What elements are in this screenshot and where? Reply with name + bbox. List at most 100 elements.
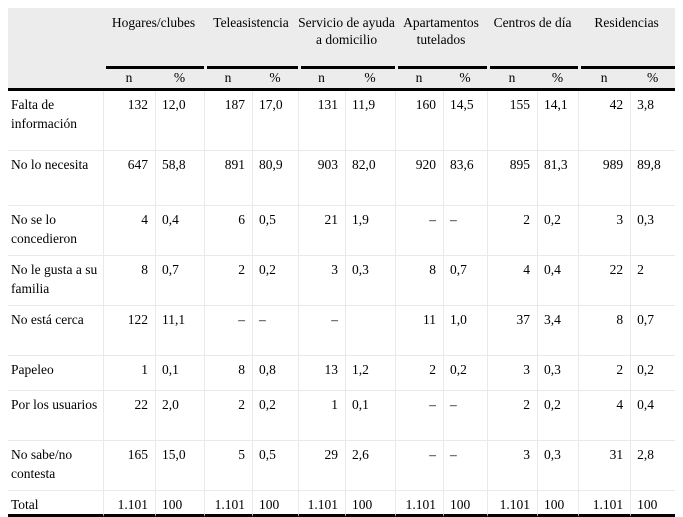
group-header-row: Hogares/clubes Teleasistencia Servicio d… (8, 8, 676, 66)
cell-n: 4 (103, 205, 155, 255)
cell-pct: 11,1 (155, 305, 205, 355)
cell-n: 160 (395, 91, 443, 150)
cell-pct: 100 (537, 490, 579, 517)
cell-pct: 0,2 (252, 390, 299, 440)
cell-n: 5 (204, 440, 253, 490)
group-header-servicio-ayuda-domicilio: Servicio de ayuda a domicilio (298, 8, 396, 66)
cell-n: 31 (578, 440, 631, 490)
cell-pct: 15,0 (155, 440, 205, 490)
cell-pct: 14,1 (537, 91, 578, 150)
cell-pct: 100 (252, 490, 299, 517)
cell-n: 187 (204, 91, 252, 150)
table-row: Por los usuarios 22 2,0 2 0,2 1 0,1– –2 0,2 4 0,4 (8, 390, 676, 440)
group-header-residencias: Residencias (578, 8, 676, 66)
group-header-hogares-clubes: Hogares/clubes (103, 8, 205, 66)
cell-pct: – (443, 205, 488, 255)
table-row: Falta de información 132 12,0 187 17,0 131 11,… (8, 91, 675, 150)
cell-pct: 0,5 (252, 205, 299, 255)
cell-pct: 2 (630, 255, 676, 305)
statistics-table-container: Hogares/clubes Teleasistencia Servicio d… (8, 8, 676, 517)
cell-pct: 0,7 (443, 255, 488, 305)
cell-n: 6 (204, 205, 253, 255)
row-label: Por los usuarios (8, 390, 103, 440)
cell-n: 1.101 (204, 490, 253, 517)
cell-pct: 83,6 (443, 150, 488, 205)
cell-pct: 100 (345, 490, 396, 517)
cell-n: 2 (204, 255, 253, 305)
cell-n: 2 (487, 390, 538, 440)
table-row: No se lo concedieron 4 0,4 6 0,5 21 1,9– –2 0,2 3… (8, 205, 676, 255)
cell-pct: – (443, 440, 488, 490)
cell-pct: 81,3 (537, 150, 579, 205)
cell-pct: 100 (443, 490, 488, 517)
cell-pct: 0,7 (630, 305, 676, 355)
cell-pct: 82,0 (345, 150, 396, 205)
table-row: Papeleo 1 0,1 8 0,8 13 1,2 2 0,2 3 0,3 2 0,2 (8, 355, 676, 390)
cell-n: 2 (395, 355, 444, 390)
table-row: No está cerca 122 11,1– – –11 1,0 37 3,4 8 0,7 (8, 305, 676, 355)
cell-pct: 0,2 (537, 205, 579, 255)
cell-n: 8 (204, 355, 253, 390)
subheader-n: n (487, 66, 538, 91)
cell-n: 903 (298, 150, 346, 205)
cell-n: 8 (578, 305, 631, 355)
cell-n: 1.101 (298, 490, 346, 517)
subheader-pct: % (537, 66, 579, 91)
cell-n: 1 (103, 355, 155, 390)
cell-pct: 80,9 (252, 150, 299, 205)
subheader-pct: % (252, 66, 299, 91)
subheader-pct: % (630, 66, 676, 91)
table-row: No sabe/no contesta 165 15,0 5 0,5 29 2,6– –3 0,… (8, 440, 676, 490)
cell-pct: – (443, 390, 488, 440)
cell-pct: 0,1 (155, 355, 205, 390)
subheader-pct: % (155, 66, 205, 91)
cell-n: 11 (395, 305, 444, 355)
subheader-pct: % (345, 66, 396, 91)
cell-n: 895 (487, 150, 538, 205)
cell-n: 122 (103, 305, 155, 355)
cell-n: 1.101 (103, 490, 155, 517)
cell-n: 8 (103, 255, 155, 305)
cell-n: 13 (298, 355, 346, 390)
cell-pct (345, 305, 396, 355)
cell-n: 891 (204, 150, 253, 205)
cell-n: 21 (298, 205, 346, 255)
row-label: Papeleo (8, 355, 103, 390)
cell-pct: 2,6 (345, 440, 396, 490)
subheader-row: n % n % n % n % n % n % (8, 66, 676, 91)
cell-pct: 1,0 (443, 305, 488, 355)
cell-pct: 14,5 (443, 91, 487, 150)
cell-n: 4 (487, 255, 538, 305)
cell-n: 165 (103, 440, 155, 490)
cell-n: 155 (487, 91, 537, 150)
cell-pct: 3,8 (630, 91, 675, 150)
row-label: Falta de información (11, 97, 77, 131)
cell-n: 132 (103, 91, 155, 150)
cell-pct: 0,2 (252, 255, 299, 305)
cell-n: 3 (487, 355, 538, 390)
cell-n: 989 (578, 150, 631, 205)
cell-pct: 0,2 (443, 355, 488, 390)
cell-pct: 0,1 (345, 390, 396, 440)
corner-cell (8, 8, 103, 66)
cell-pct: 0,8 (252, 355, 299, 390)
cell-n: 8 (395, 255, 444, 305)
cell-n: 1.101 (395, 490, 444, 517)
cell-pct: 100 (155, 490, 205, 517)
corner-subheader-cell (8, 66, 103, 91)
cell-pct: 11,9 (345, 91, 395, 150)
cell-pct: 1,2 (345, 355, 396, 390)
subheader-n: n (103, 66, 155, 91)
cell-n: – (204, 305, 253, 355)
cell-n: 3 (298, 255, 346, 305)
cell-n: 22 (103, 390, 155, 440)
cell-pct: 0,7 (155, 255, 205, 305)
group-header-apartamentos-tutelados: Apartamentos tutelados (395, 8, 488, 66)
cell-pct: 0,3 (630, 205, 676, 255)
cell-pct: 0,3 (537, 355, 579, 390)
cell-pct: 12,0 (155, 91, 204, 150)
subheader-n: n (578, 66, 631, 91)
row-label: No le gusta a su familia (8, 255, 103, 305)
group-header-centros-de-dia: Centros de día (487, 8, 579, 66)
table-row: Total 1.101 100 1.101 100 1.101 100 1.101 100 1.1… (8, 490, 676, 517)
